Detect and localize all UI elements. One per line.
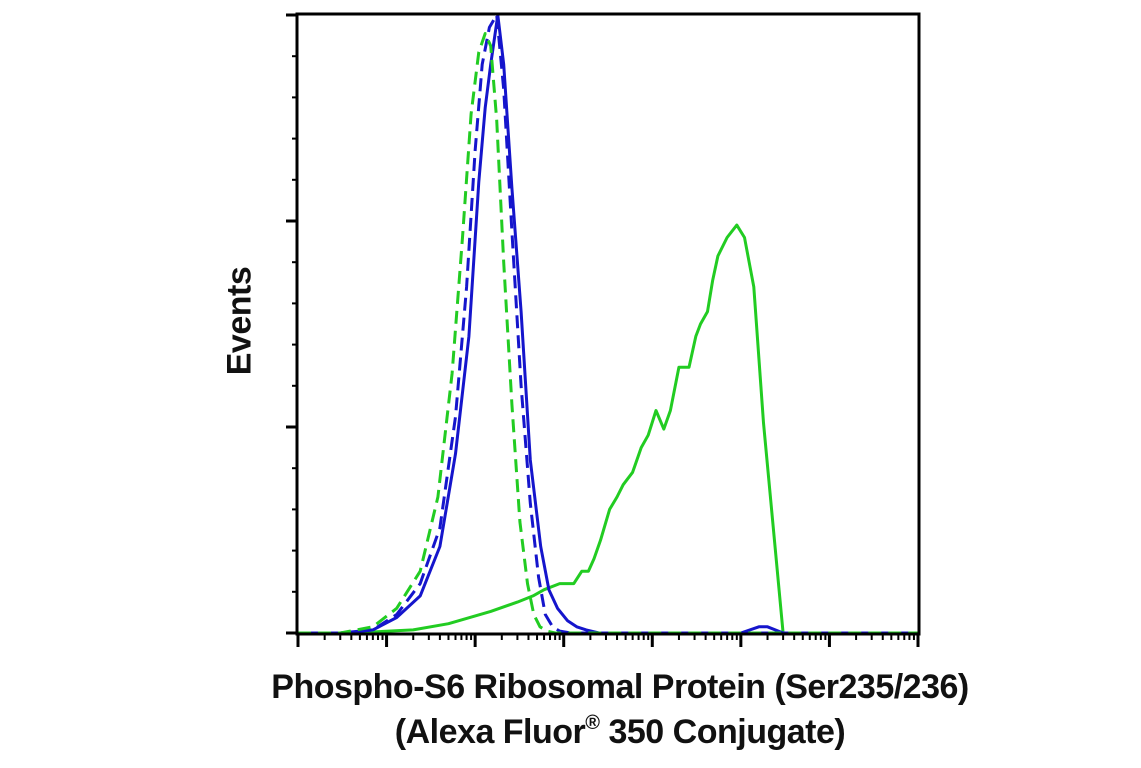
x-axis-ticks: [296, 633, 920, 647]
y-axis-label-box: Events: [218, 262, 262, 380]
y-axis-ticks: [286, 13, 298, 635]
registered-mark: ®: [585, 712, 600, 734]
series-line-1-solid: [351, 223, 918, 635]
x-axis-label-line-2: (Alexa Fluor® 350 Conjugate): [150, 712, 1090, 752]
plot-frame: [295, 12, 921, 636]
x-axis-label-line-2-suffix: 350 Conjugate): [599, 713, 846, 751]
series-line-4-dashed: [298, 32, 918, 635]
y-axis-label: Events: [220, 266, 259, 376]
series-layer: [298, 13, 918, 635]
series-line-2-solid: [298, 13, 918, 635]
series-line-3-dashed: [298, 13, 918, 635]
x-axis-label-line-2-prefix: (Alexa Fluor: [394, 713, 586, 751]
x-axis-label-line-1: Phospho-S6 Ribosomal Protein (Ser235/236…: [271, 668, 969, 706]
